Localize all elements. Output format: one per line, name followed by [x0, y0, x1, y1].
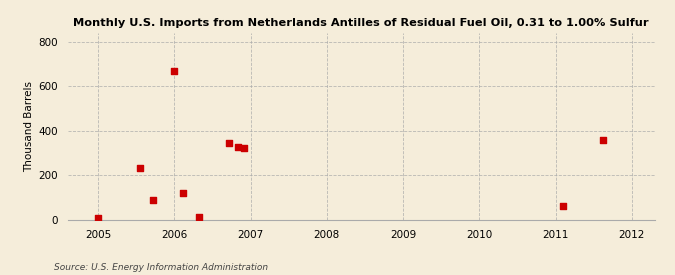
Point	[224, 141, 235, 145]
Point	[239, 145, 250, 150]
Point	[597, 138, 608, 142]
Text: Source: U.S. Energy Information Administration: Source: U.S. Energy Information Administ…	[54, 263, 268, 272]
Point	[92, 216, 103, 220]
Point	[134, 166, 145, 170]
Point	[178, 191, 189, 196]
Y-axis label: Thousand Barrels: Thousand Barrels	[24, 81, 34, 172]
Title: Monthly U.S. Imports from Netherlands Antilles of Residual Fuel Oil, 0.31 to 1.0: Monthly U.S. Imports from Netherlands An…	[74, 18, 649, 28]
Point	[558, 203, 568, 208]
Point	[232, 144, 243, 149]
Point	[148, 198, 159, 202]
Point	[194, 215, 205, 219]
Point	[169, 69, 180, 73]
